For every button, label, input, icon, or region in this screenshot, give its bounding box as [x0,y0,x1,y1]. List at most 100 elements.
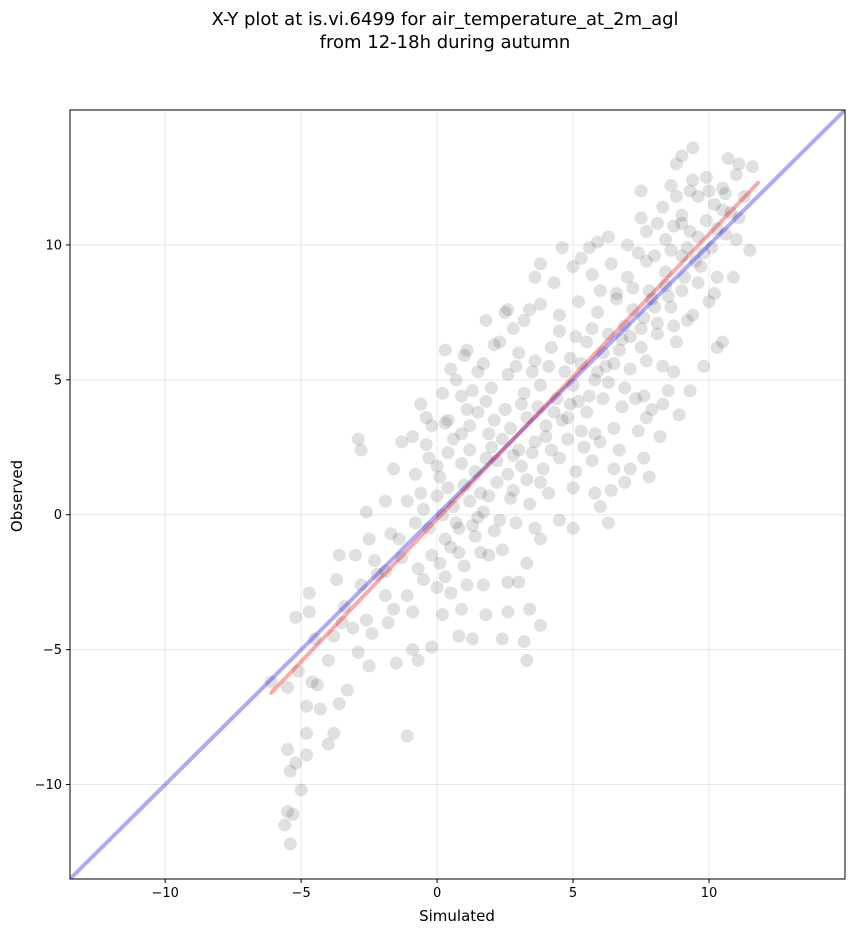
data-point [484,381,498,395]
data-point [482,548,496,562]
data-point [718,187,732,201]
data-point [588,373,602,387]
data-point [441,413,455,427]
data-point [724,206,738,220]
data-point [310,678,324,692]
data-point [455,456,469,470]
data-point [707,286,721,300]
data-point [607,357,621,371]
data-point [493,513,507,527]
data-point [618,475,632,489]
data-point [585,454,599,468]
data-point [729,233,743,247]
data-point [604,257,618,271]
data-point [286,807,300,821]
data-point [533,532,547,546]
data-point [680,241,694,255]
data-point [626,303,640,317]
data-point [686,141,700,155]
data-point [688,254,702,268]
data-point [479,608,493,622]
regression-line [269,180,760,695]
data-point [561,411,575,425]
data-point [566,521,580,535]
data-point [675,216,689,230]
data-point [580,405,594,419]
data-point [463,494,477,508]
data-point [623,362,637,376]
data-point [547,405,561,419]
data-point [438,570,452,584]
chart-title-line-2: from 12-18h during autumn [320,32,571,53]
data-point [498,305,512,319]
data-point [476,505,490,519]
data-point [512,346,526,360]
data-point [436,386,450,400]
data-point [707,197,721,211]
data-point [406,643,420,657]
data-point [338,599,352,613]
data-point [438,416,452,430]
data-point [455,389,469,403]
data-point [683,184,697,198]
data-point [425,419,439,433]
data-point [479,394,493,408]
data-point [471,510,485,524]
data-point [422,451,436,465]
data-point [604,483,618,497]
y-axis-ticks: −10 −5 0 5 10 [35,238,70,793]
data-point [637,451,651,465]
data-point [683,384,697,398]
data-point [629,392,643,406]
data-point [650,216,664,230]
data-point [727,270,741,284]
data-point [631,246,645,260]
data-point [718,227,732,241]
data-point [691,276,705,290]
data-point [278,818,292,832]
data-point [732,157,746,171]
data-point [593,500,607,514]
data-point [566,259,580,273]
data-point [501,467,515,481]
data-point [514,397,528,411]
data-point [533,618,547,632]
data-point [463,443,477,457]
data-point [691,189,705,203]
data-point [400,494,414,508]
data-point [463,419,477,433]
data-point [601,376,615,390]
data-point [346,621,360,635]
data-point [300,748,314,762]
data-point [572,394,586,408]
data-point [659,278,673,292]
data-point [577,440,591,454]
y-tick-label: −5 [43,643,62,658]
scatter-points [264,141,760,851]
data-point [514,459,528,473]
data-point [610,292,624,306]
data-point [620,238,634,252]
trend-lines [70,110,845,879]
data-point [716,181,730,195]
data-point [504,421,518,435]
data-point [591,235,605,249]
y-tick-label: −10 [35,778,62,793]
data-point [743,243,757,257]
data-point [400,589,414,603]
data-point [332,697,346,711]
data-point [637,389,651,403]
data-point [487,413,501,427]
data-point [639,224,653,238]
data-point [517,386,531,400]
data-point [465,632,479,646]
data-point [659,233,673,247]
data-point [501,367,515,381]
data-point [438,532,452,546]
x-axis-ticks: −10 −5 0 5 10 [151,879,717,901]
data-point [289,756,303,770]
data-point [425,640,439,654]
data-point [444,586,458,600]
data-point [528,354,542,368]
data-point [539,419,553,433]
